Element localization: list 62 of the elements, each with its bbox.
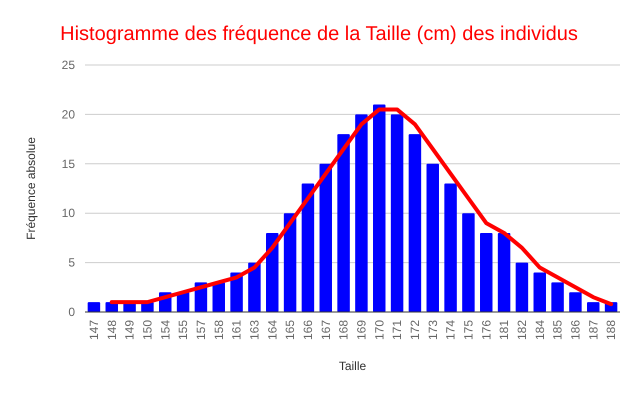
bar — [534, 272, 546, 312]
x-tick-label: 166 — [300, 320, 315, 340]
x-tick-label: 164 — [265, 320, 280, 340]
y-tick-label: 10 — [62, 206, 76, 220]
bar — [426, 164, 439, 312]
x-tick-label: 161 — [230, 320, 244, 340]
x-tick-label: 174 — [444, 320, 458, 340]
bar — [408, 134, 422, 312]
x-tick-label: 168 — [336, 320, 351, 340]
y-tick-label: 25 — [62, 58, 76, 72]
x-tick-label: 154 — [158, 320, 172, 340]
bar — [284, 213, 296, 312]
bar — [498, 232, 510, 312]
y-axis-title: Fréquence absolue — [24, 136, 38, 240]
x-tick-label: 149 — [122, 320, 137, 340]
x-tick-label: 170 — [372, 320, 386, 340]
x-tick-label: 169 — [354, 320, 368, 340]
bar — [587, 302, 600, 312]
y-tick-label: 0 — [68, 305, 76, 319]
y-tick-label: 5 — [68, 256, 76, 270]
x-axis-title: Taille — [338, 359, 366, 373]
y-tick-label: 15 — [62, 156, 76, 171]
bar — [212, 282, 225, 312]
bar — [516, 262, 528, 312]
x-tick-label: 155 — [176, 320, 190, 340]
x-tick-label: 185 — [550, 320, 565, 340]
bar — [337, 134, 350, 312]
bar — [551, 282, 564, 312]
x-tick-label: 147 — [86, 320, 101, 340]
bar — [320, 164, 332, 312]
bar — [266, 232, 278, 312]
x-tick-label: 171 — [390, 320, 404, 340]
x-tick-label: 182 — [514, 320, 529, 340]
bar — [390, 114, 404, 312]
bar — [373, 104, 386, 312]
x-tick-label: 167 — [318, 320, 333, 340]
chart-title: Histogramme des fréquence de la Taille (cm) des individus — [60, 23, 578, 45]
bar — [480, 232, 492, 312]
bar — [248, 262, 261, 312]
bar — [355, 114, 368, 312]
bar — [88, 302, 100, 312]
line-series — [110, 107, 614, 306]
x-tick-label: 184 — [532, 320, 547, 340]
bar — [302, 184, 314, 312]
x-tick-label: 187 — [586, 320, 600, 340]
x-tick-label: 158 — [212, 320, 226, 340]
x-tick-label: 173 — [426, 320, 440, 340]
x-tick-label: 163 — [247, 320, 262, 340]
x-tick-label: 176 — [479, 320, 494, 340]
x-tick-label: 150 — [140, 320, 154, 340]
bar — [462, 213, 475, 312]
x-tick-label: 175 — [461, 320, 476, 340]
x-tick-label: 181 — [497, 320, 512, 340]
x-tick-label: 172 — [408, 320, 422, 340]
y-tick-label: 20 — [62, 107, 76, 122]
x-tick-label: 188 — [604, 320, 618, 340]
x-tick-label: 186 — [568, 320, 582, 340]
bar — [444, 184, 457, 312]
bar — [569, 292, 582, 312]
x-tick-label: 148 — [104, 320, 119, 340]
x-tick-label: 157 — [194, 320, 208, 340]
x-tick-label: 165 — [283, 320, 298, 340]
